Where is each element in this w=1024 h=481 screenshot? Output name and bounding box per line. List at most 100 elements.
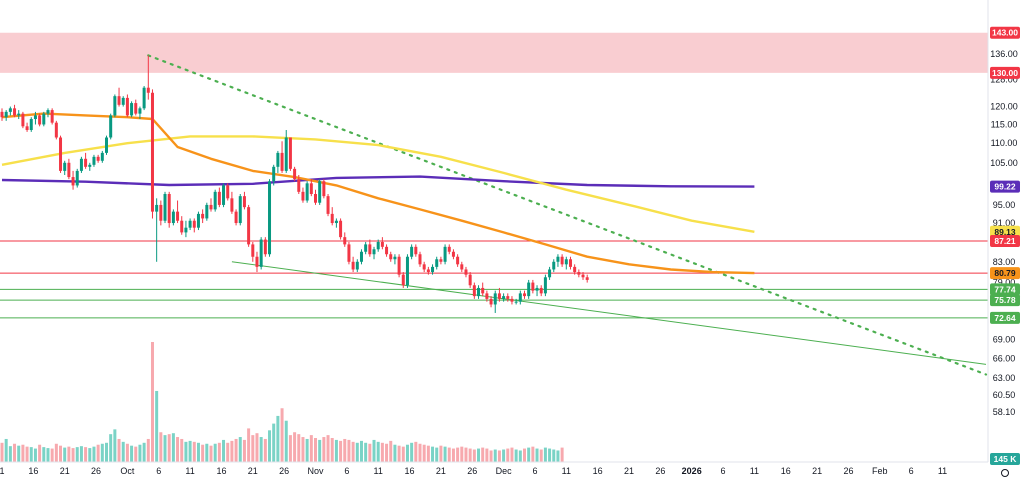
volume-bar (142, 442, 146, 462)
candle-body (314, 193, 317, 203)
volume-bar (71, 448, 75, 462)
candle-body (468, 274, 472, 286)
candle-body (125, 97, 129, 116)
trendlines (147, 54, 988, 376)
volume-bar (305, 438, 309, 462)
volume-bar (552, 449, 556, 462)
candle-body (376, 241, 380, 250)
volume-bar (531, 446, 535, 462)
candle-body (293, 168, 297, 180)
volume-bar (293, 432, 297, 462)
x-tick-label: 16 (405, 466, 415, 476)
candle-body (163, 193, 167, 221)
x-tick-label: 16 (216, 466, 226, 476)
candle-body (155, 204, 159, 212)
volume-bar (75, 447, 79, 462)
volume-bar (272, 423, 276, 462)
candle-body (535, 287, 539, 291)
candle-body (334, 220, 338, 224)
candle-body (364, 244, 368, 252)
volume-bar (13, 443, 17, 462)
price-badge-label: 75.78 (994, 295, 1016, 305)
candle-body (493, 293, 497, 305)
candle-body (59, 137, 63, 171)
volume-bar (46, 448, 50, 462)
x-tick-label: Dec (496, 466, 513, 476)
volume-bar (263, 438, 267, 462)
candle-body (460, 264, 464, 270)
settings-icon[interactable] (1001, 469, 1009, 477)
volume-bar (50, 448, 54, 462)
candle-body (121, 97, 125, 105)
candle-body (33, 115, 37, 120)
candle-body (347, 244, 351, 262)
candle-body (272, 166, 276, 182)
candle-body (531, 282, 535, 291)
candle-body (322, 181, 326, 197)
volume-bar (63, 447, 67, 462)
x-tick-label: 6 (721, 466, 726, 476)
moving-averages (1, 112, 755, 275)
candle-body (17, 113, 21, 116)
volume-bar (351, 441, 355, 462)
price-badge-label: 130.00 (992, 68, 1018, 78)
volume-bar (489, 450, 493, 462)
volume-bar (410, 442, 414, 462)
candle-body (247, 207, 251, 245)
volume-bar (456, 447, 460, 462)
candle-body (146, 87, 150, 93)
price-badge (990, 267, 1020, 280)
candle-body (259, 239, 263, 267)
volume-bar (372, 439, 376, 462)
candle-body (50, 110, 54, 123)
candle-body (209, 204, 213, 210)
volume-bar (297, 434, 301, 462)
candle-body (418, 254, 422, 265)
y-tick-label: 58.10 (993, 407, 1016, 417)
volume-bar (105, 442, 108, 462)
volume-bar (88, 448, 92, 462)
volume-bar (418, 443, 422, 462)
x-tick-label: 2026 (682, 466, 702, 476)
volume-bar (481, 447, 485, 462)
volume-bar (280, 408, 284, 462)
volume-bar (205, 443, 209, 462)
volume-bar (0, 442, 4, 462)
candle-body (543, 277, 547, 294)
volume-bar (347, 439, 351, 462)
x-tick-label: 26 (655, 466, 665, 476)
volume-bar (506, 448, 510, 462)
volume-bar (213, 443, 217, 462)
supply-zone-layer (0, 32, 988, 73)
candle-body (0, 111, 4, 118)
x-tick-label: 21 (624, 466, 634, 476)
y-tick-label: 110.00 (991, 138, 1018, 148)
candle-body (71, 177, 75, 186)
volume-bar (234, 438, 238, 462)
volume-bar (548, 448, 552, 462)
candle-body (560, 256, 564, 265)
candle-body (67, 162, 71, 178)
x-tick-label: 26 (279, 466, 289, 476)
volume-bar (96, 444, 100, 462)
x-tick-label: 1 (0, 466, 5, 476)
volume-bar (405, 444, 409, 462)
candle-body (301, 191, 305, 201)
volume-badge: 145 K (990, 453, 1020, 465)
volume-bar (330, 438, 334, 462)
volume-bar (226, 442, 230, 462)
candle-body (167, 193, 171, 224)
candle-body (472, 285, 476, 297)
volume-bar (518, 450, 522, 462)
volume-bar (117, 438, 121, 462)
x-tick-label: 11 (562, 466, 571, 476)
candle-body (171, 211, 175, 224)
candle-body (142, 87, 146, 109)
price-badge (990, 225, 1020, 238)
volume-bar (355, 442, 359, 462)
candle-body (502, 296, 506, 299)
candle-body (234, 211, 238, 224)
x-tick-label: 11 (374, 466, 383, 476)
